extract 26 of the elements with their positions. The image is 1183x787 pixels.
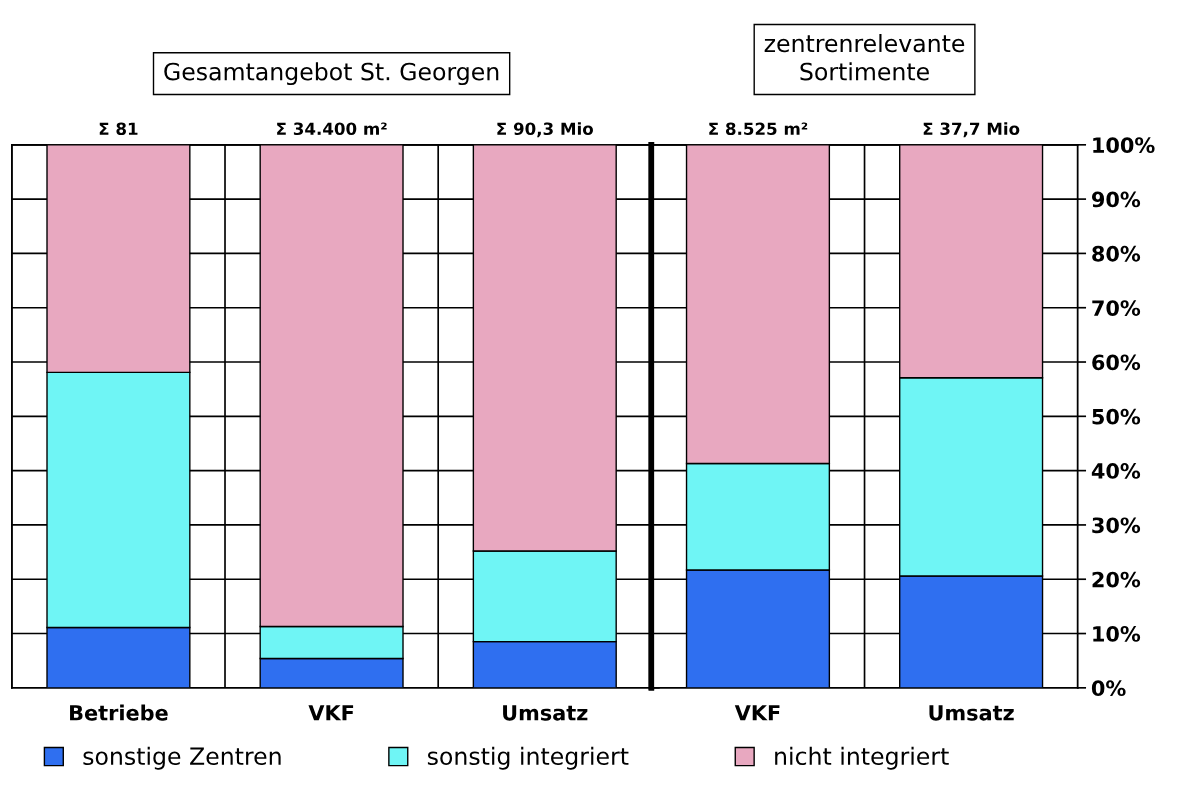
y-tick-label: 10% [1093, 625, 1141, 642]
total-label: Σ 90,3 Mio [497, 122, 593, 138]
total-label: Σ 81 [99, 122, 138, 136]
chart-title: Gesamtangebot St. Georgen [164, 62, 499, 86]
y-tick-label: 90% [1091, 191, 1141, 208]
x-tick-label: Umsatz [503, 705, 588, 721]
y-tick-label: 40% [1091, 463, 1141, 479]
legend-label: nicht integriert [775, 746, 949, 770]
legend-label: sonstige Zentren [83, 746, 281, 770]
x-tick-label: Umsatz [929, 705, 1014, 721]
x-tick-label: VKF [734, 705, 780, 721]
y-tick-label: 30% [1092, 517, 1141, 534]
y-tick-label: 70% [1092, 300, 1141, 316]
x-tick-label: Betriebe [70, 704, 168, 721]
y-tick-label: 50% [1092, 408, 1141, 425]
y-tick-label: 100% [1093, 137, 1155, 154]
total-label: Σ 37,7 Mio [923, 122, 1020, 138]
y-tick-label: 0% [1091, 680, 1126, 697]
x-tick-label: VKF [308, 705, 354, 721]
total-label: Σ 34.400 m² [277, 122, 387, 136]
y-tick-label: 80% [1092, 245, 1141, 262]
y-tick-label: 60% [1092, 354, 1141, 371]
legend-label: sonstig integriert [427, 746, 629, 770]
total-label: Σ 8.525 m² [709, 122, 808, 136]
y-tick-label: 20% [1092, 571, 1141, 588]
chart-title: zentrenrelevante Sortimente [764, 33, 965, 81]
